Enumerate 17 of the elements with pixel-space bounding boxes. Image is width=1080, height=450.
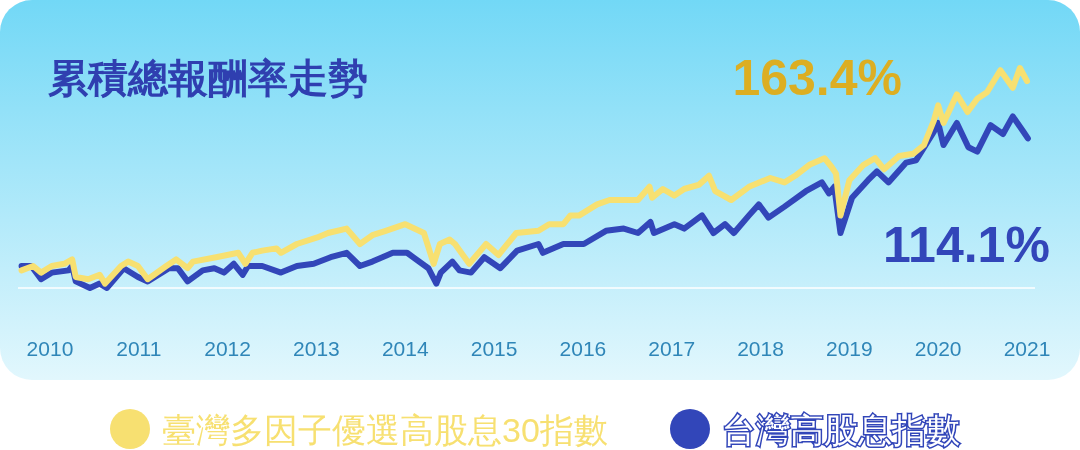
x-tick-label: 2013	[293, 337, 340, 360]
legend-label: 臺灣多因子優選高股息30指數	[162, 411, 608, 449]
chart-title: 累積總報酬率走勢	[48, 56, 368, 100]
x-tick-label: 2018	[737, 337, 784, 360]
x-tick-label: 2020	[914, 337, 962, 360]
x-tick-label: 2016	[559, 337, 607, 360]
legend-label: 台灣高股息指數	[722, 411, 960, 449]
annotation: 163.4%	[732, 50, 903, 107]
x-tick-label: 2019	[826, 337, 873, 360]
x-tick-label: 2017	[648, 337, 696, 360]
x-tick-label: 2015	[470, 337, 518, 360]
x-tick-label: 2011	[116, 337, 162, 360]
x-tick-label: 2014	[381, 337, 429, 360]
annotation: 114.1%	[883, 217, 1050, 274]
x-tick-label: 2010	[26, 337, 74, 360]
x-tick-label: 2021	[1003, 337, 1051, 360]
x-tick-label: 2012	[204, 337, 251, 360]
